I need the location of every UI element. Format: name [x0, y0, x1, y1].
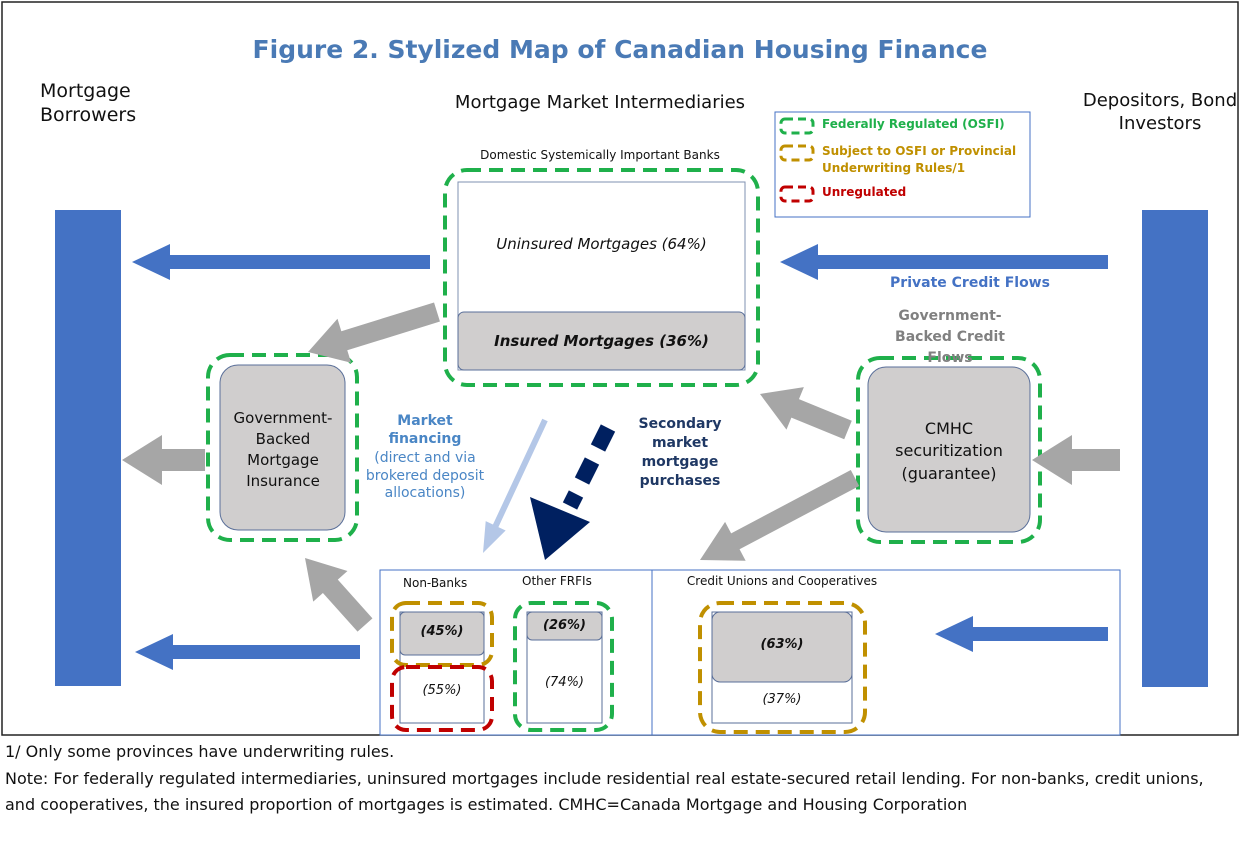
legend-label: Federally Regulated (OSFI) [822, 117, 1005, 131]
legend-box [774, 111, 1031, 218]
column-label: Depositors, Bond Investors [1082, 90, 1238, 134]
investors-bar [1142, 210, 1208, 687]
provincial-outline [698, 601, 867, 734]
insurance-box [219, 364, 346, 531]
legend-swatch [779, 117, 815, 135]
dash [590, 424, 616, 452]
share-label: (74%) [544, 675, 585, 690]
title: Figure 2. Stylized Map of Canadian Housi… [252, 35, 988, 64]
group-label: Other FRFIs [522, 574, 592, 588]
cmhc-box [867, 366, 1031, 533]
share-label: (26%) [543, 618, 586, 633]
arrow [122, 435, 205, 485]
osfi-outline [206, 353, 359, 542]
arrow [700, 470, 860, 561]
borrowers-bar [55, 210, 121, 686]
legend-swatch [779, 185, 815, 203]
uninsured-label: Uninsured Mortgages (64%) [496, 235, 707, 253]
frfi-insured [526, 611, 603, 641]
arrow [1032, 435, 1120, 485]
dash [562, 490, 584, 510]
insured-box [457, 311, 746, 371]
osfi-outline [443, 168, 760, 387]
flow-label: Secondary market mortgage purchases [638, 416, 722, 489]
flow-label: Private Credit Flows [890, 275, 1050, 291]
arrow [780, 244, 1108, 280]
column-label: Mortgage Borrowers [40, 80, 137, 126]
share-label: (37%) [762, 692, 802, 707]
arrow [935, 616, 1108, 652]
node-label: CMHC securitization (guarantee) [895, 419, 1003, 483]
insured-label: Insured Mortgages (36%) [494, 332, 709, 350]
nonbank-insured [399, 611, 485, 656]
share-label: (45%) [420, 624, 464, 639]
arrow [132, 244, 430, 280]
osfi-outline [513, 601, 614, 732]
arrow [305, 558, 373, 632]
dsib-label: Domestic Systemically Important Banks [480, 148, 720, 162]
arrow [483, 418, 548, 553]
flow-label: (direct and via brokered deposit allocat… [365, 450, 485, 501]
legend-label: Subject to OSFI or Provincial Underwriti… [822, 144, 1017, 175]
arrow [308, 302, 440, 363]
flow-label: Market financing [388, 413, 462, 447]
share-label: (55%) [422, 683, 462, 698]
osfi-outline [856, 356, 1042, 544]
legend-swatch [779, 144, 815, 162]
share-label: (63%) [760, 637, 804, 652]
note: Note: For federally regulated intermedia… [5, 769, 1204, 814]
arrow [760, 387, 852, 440]
group-label: Non-Banks [403, 576, 468, 590]
cu-insured [711, 611, 853, 683]
unregulated-outline [390, 665, 494, 732]
footnote: 1/ Only some provinces have underwriting… [5, 742, 395, 761]
dash [574, 457, 600, 485]
group-label: Credit Unions and Cooperatives [686, 574, 878, 588]
flow-label: Government-Backed Credit Flows [895, 308, 1005, 366]
arrow [135, 634, 360, 670]
column-label: Mortgage Market Intermediaries [454, 92, 746, 113]
legend-label: Unregulated [822, 185, 907, 199]
node-label: Government-Backed Mortgage Insurance [233, 409, 333, 490]
arrowhead [530, 497, 590, 560]
